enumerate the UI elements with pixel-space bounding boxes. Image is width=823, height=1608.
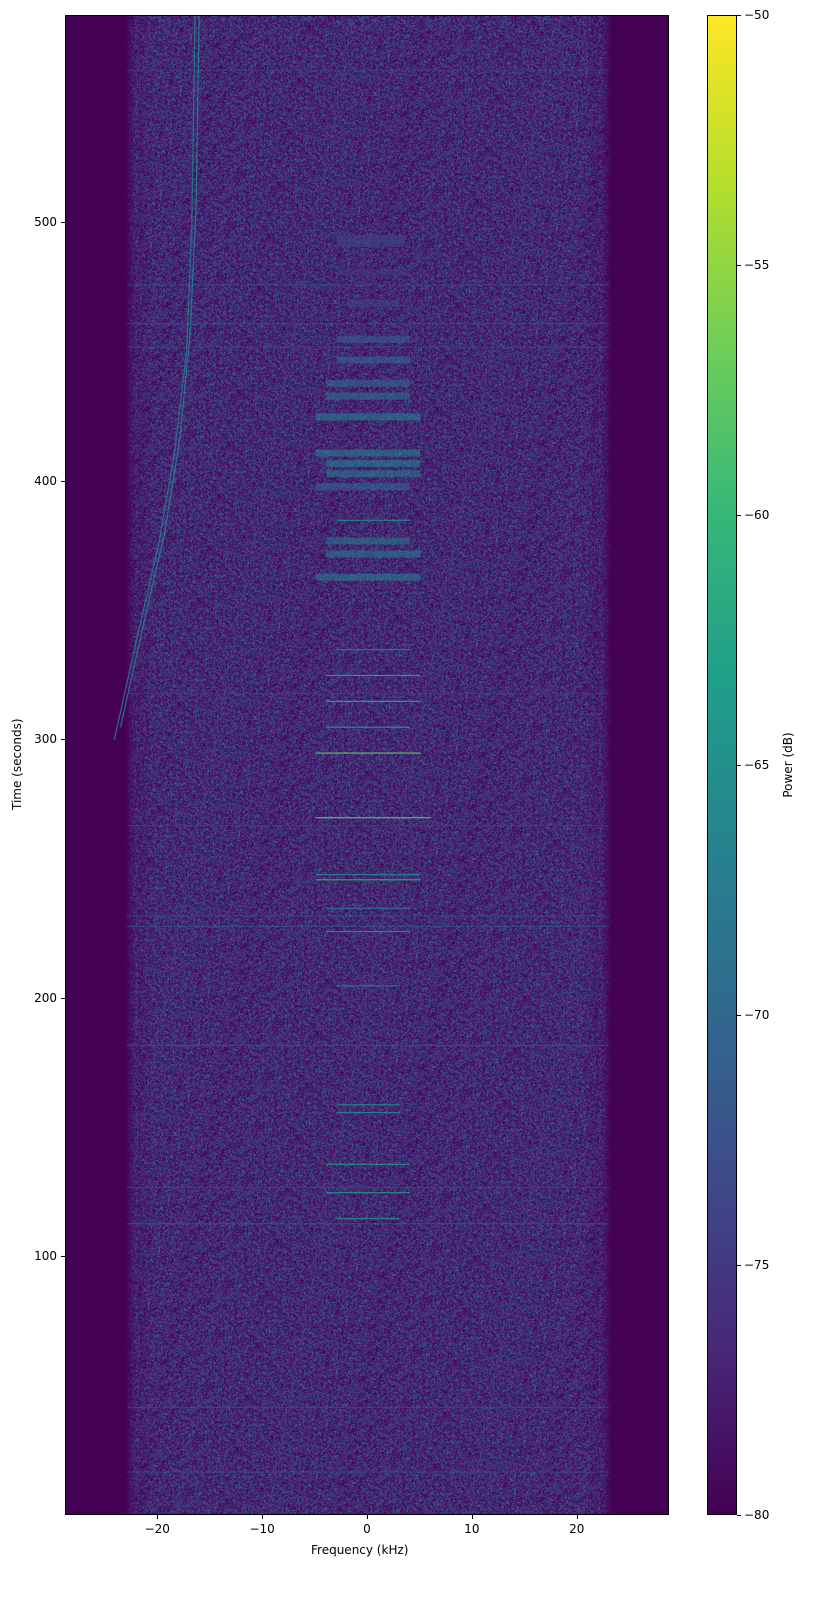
narrow-line [336,649,410,651]
y-tick-mark [61,1256,65,1258]
broad-burst [336,335,410,343]
x-tick-mark [157,1515,159,1519]
narrow-line [336,1217,400,1220]
colorbar-label: Power (dB) [781,732,795,798]
broad-burst [315,449,421,457]
x-tick-mark [367,1515,368,1519]
broad-burst [326,379,410,387]
colorbar [707,15,737,1515]
x-tick-label: 10 [464,1522,480,1536]
colorbar-tick-mark [737,15,741,16]
y-tick-mark [61,480,65,482]
broadband-line [126,69,610,71]
broadband-line [126,824,610,826]
colorbar-tick-mark [737,265,741,266]
y-tick-mark [61,997,65,999]
narrow-line [326,930,410,933]
broadband-line [126,1044,610,1046]
y-tick-label: 500 [34,214,57,229]
broad-burst [336,356,410,364]
colorbar-tick-mark [737,1515,741,1516]
broadband-line [126,1187,610,1189]
colorbar-tick-mark [737,765,741,766]
narrow-line [315,752,421,754]
narrow-line [315,879,421,881]
x-tick-label: −20 [144,1522,170,1536]
broad-burst [336,268,410,276]
broadband-line [126,1471,610,1473]
colorbar-tick-label: −60 [744,508,770,522]
broad-burst [347,299,400,307]
colorbar-tick-mark [737,515,741,516]
narrow-line [336,1111,400,1114]
y-tick-label: 200 [34,990,57,1005]
broad-burst [326,459,421,467]
broad-burst [336,234,405,242]
y-tick-mark [61,221,65,223]
y-tick-mark [61,739,65,741]
broadband-line [126,284,610,286]
broadband-line [126,925,610,927]
y-tick-label: 100 [34,1249,57,1264]
broad-burst [315,483,410,491]
broad-burst [326,537,410,545]
narrow-line [326,726,410,728]
y-tick-label: 400 [34,473,57,488]
colorbar-tick-label: −65 [744,758,770,772]
colorbar-tick-mark [737,1015,741,1016]
x-tick-mark [262,1515,264,1519]
x-axis-label: Frequency (kHz) [311,1543,409,1557]
broad-burst [315,413,421,421]
y-tick-label: 300 [34,732,57,747]
broad-burst [326,470,421,478]
colorbar-tick-label: −55 [744,258,770,272]
narrow-line [315,817,431,819]
broad-burst [336,240,405,248]
narrow-line [336,519,410,521]
x-tick-mark [471,1515,473,1519]
spectrogram-plot-area [65,15,669,1515]
signal-marks [113,16,610,1473]
noise-heatmap [66,16,668,1514]
colorbar-tick-label: −50 [744,8,770,22]
narrow-line [336,985,400,987]
broad-burst [326,392,410,400]
broadband-line [126,1406,610,1408]
x-tick-mark [576,1515,578,1519]
narrow-line [336,1104,400,1106]
broadband-line [126,323,610,325]
narrow-line [326,700,421,702]
narrow-line [326,674,421,677]
x-tick-label: −10 [249,1522,275,1536]
broad-burst [326,550,421,558]
colorbar-tick-label: −80 [744,1508,770,1522]
x-tick-label: 0 [363,1522,371,1536]
narrow-line [315,874,421,876]
colorbar-tick-mark [737,1265,741,1266]
chirp-trace [119,16,200,728]
broadband-line [126,1223,610,1225]
narrow-line [326,1192,410,1194]
narrow-line [326,1163,410,1165]
x-tick-label: 20 [569,1522,585,1536]
narrow-line [326,907,410,909]
broad-burst [315,573,421,581]
broadband-line [126,693,610,695]
colorbar-tick-label: −70 [744,1008,770,1022]
broadband-line [126,915,610,917]
broadband-line [126,346,610,348]
colorbar-tick-label: −75 [744,1258,770,1272]
chirp-trace [113,16,196,741]
